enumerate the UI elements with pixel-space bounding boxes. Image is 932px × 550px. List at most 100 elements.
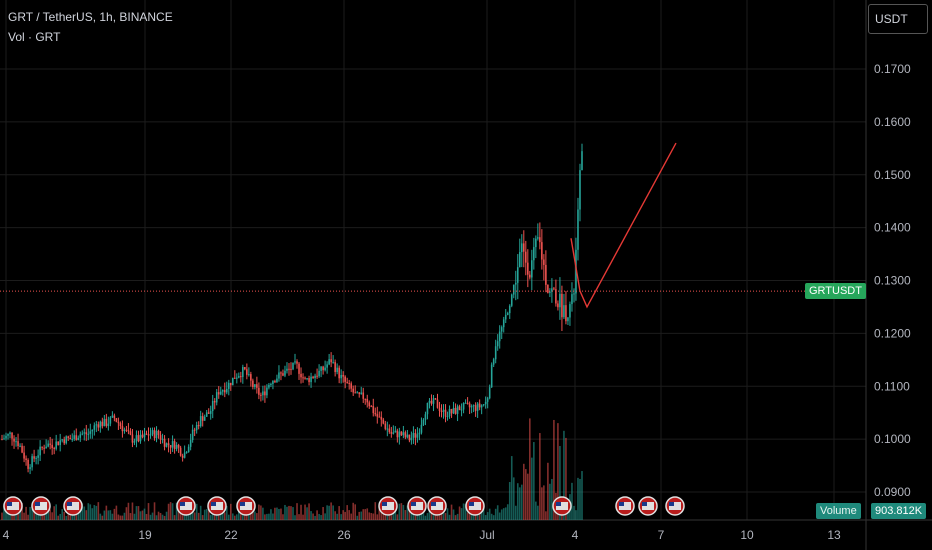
candle-body xyxy=(390,431,393,434)
volume-bar xyxy=(87,503,90,520)
candle-body xyxy=(527,262,529,275)
volume-bar xyxy=(553,419,555,520)
volume-bar xyxy=(264,514,266,520)
volume-bar xyxy=(567,511,569,520)
volume-bar xyxy=(278,508,280,520)
candle-body xyxy=(129,431,132,435)
candle-body xyxy=(382,419,385,424)
volume-bar xyxy=(254,511,256,520)
candle-body xyxy=(189,440,192,447)
candle-body xyxy=(19,445,21,447)
volume-bar xyxy=(547,462,549,520)
volume-bar xyxy=(318,513,320,520)
candle-body xyxy=(33,456,35,459)
volume-bar xyxy=(107,510,110,520)
candle-body xyxy=(221,390,224,392)
volume-bar xyxy=(346,505,348,520)
volume-bar xyxy=(350,513,352,520)
volume-bar xyxy=(155,515,158,520)
volume-bar xyxy=(565,437,567,520)
volume-bar xyxy=(330,502,332,520)
candle-body xyxy=(508,305,511,314)
candle-body xyxy=(573,293,575,295)
candle-body xyxy=(428,400,431,403)
volume-bar xyxy=(244,511,246,520)
candle-body xyxy=(539,237,541,243)
volume-bar xyxy=(260,505,262,520)
candle-body xyxy=(238,376,240,378)
volume-bar xyxy=(258,504,260,520)
currency-selector[interactable]: USDT xyxy=(868,4,928,34)
candle-body xyxy=(543,259,545,265)
candle-body xyxy=(163,438,166,447)
event-flag-canton xyxy=(67,502,72,506)
volume-bar xyxy=(33,509,35,520)
volume-bar xyxy=(414,515,417,520)
volume-bar xyxy=(378,503,381,520)
volume-bar xyxy=(49,509,51,520)
candle-body xyxy=(101,421,104,427)
event-flag-icon xyxy=(35,502,47,510)
candle-body xyxy=(99,421,102,428)
volume-bar xyxy=(296,503,298,520)
candle-body xyxy=(376,414,379,417)
candle-body xyxy=(358,392,361,395)
volume-bar xyxy=(575,510,577,520)
volume-bar xyxy=(272,513,274,520)
volume-bar xyxy=(484,515,487,520)
volume-bar xyxy=(466,512,469,520)
candle-body xyxy=(5,435,7,439)
volume-bar xyxy=(125,507,128,520)
volume-bar xyxy=(91,508,94,520)
candle-body xyxy=(155,430,158,439)
volume-bar xyxy=(145,514,148,520)
candle-body xyxy=(111,415,114,418)
volume-bar xyxy=(250,511,252,520)
candle-body xyxy=(31,456,33,468)
candle-body xyxy=(388,428,391,432)
candle-body xyxy=(63,439,66,444)
volume-bar xyxy=(539,433,541,520)
volume-bar xyxy=(358,511,361,520)
candle-body xyxy=(73,435,76,439)
volume-bar xyxy=(151,512,154,520)
candle-body xyxy=(569,304,571,318)
candle-body xyxy=(360,392,363,395)
volume-bar xyxy=(121,515,124,520)
candle-body xyxy=(286,368,288,371)
event-flag-canton xyxy=(431,502,436,506)
candle-body xyxy=(3,438,5,440)
candle-body xyxy=(472,405,475,407)
volume-bar xyxy=(229,503,232,520)
candle-body xyxy=(452,407,455,414)
volume-bar xyxy=(53,506,55,520)
candle-body xyxy=(547,284,549,293)
candle-body xyxy=(352,388,355,393)
candle-body xyxy=(410,437,413,441)
candle-body xyxy=(432,398,435,404)
candle-body xyxy=(11,432,13,439)
price-tick-label: 0.1000 xyxy=(874,432,911,446)
volume-bar xyxy=(581,471,583,520)
candle-body xyxy=(454,407,457,414)
volume-bar xyxy=(35,514,37,520)
candle-body xyxy=(310,376,312,383)
candle-body xyxy=(516,267,519,283)
candle-body xyxy=(330,359,332,363)
candle-body xyxy=(219,391,222,395)
volume-bar xyxy=(63,511,66,520)
candle-body xyxy=(85,432,88,435)
candle-body xyxy=(127,430,130,432)
candle-body xyxy=(69,437,72,440)
volume-bar xyxy=(209,514,212,520)
candle-body xyxy=(575,249,577,294)
candle-body xyxy=(25,458,27,460)
volume-bar xyxy=(512,477,515,520)
volume-bar xyxy=(85,510,88,520)
price-tick-label: 0.1200 xyxy=(874,326,911,340)
candle-body xyxy=(201,416,204,421)
time-tick-label: 19 xyxy=(138,528,152,542)
volume-bar xyxy=(1,512,3,520)
candle-body xyxy=(53,447,55,449)
